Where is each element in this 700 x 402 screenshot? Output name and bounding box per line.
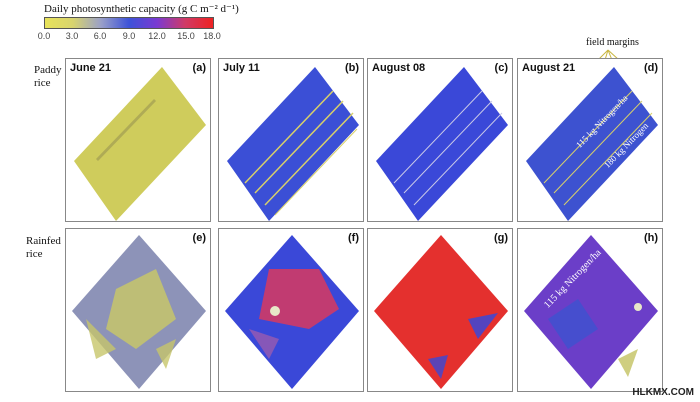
panel-b: July 11 (b) xyxy=(218,58,364,222)
colorbar-segment xyxy=(45,18,73,28)
panel-letter: (e) xyxy=(192,232,206,244)
colorbar-ticks: 0.0 3.0 6.0 9.0 12.0 15.0 18.0 xyxy=(36,31,226,43)
colorbar-tick-label: 3.0 xyxy=(65,31,79,41)
panel-d: August 21 (d) 115 kg Nitrogen/ha 180 kg … xyxy=(517,58,663,222)
field-map-rainfed-july xyxy=(225,235,359,389)
field-map-paddy-aug21 xyxy=(526,67,658,221)
colorbar-tick-label: 18.0 xyxy=(203,31,221,41)
panel-h: (h) 115 kg Nitrogen/ha xyxy=(517,228,663,392)
panel-g: (g) xyxy=(367,228,513,392)
colorbar-segment xyxy=(185,18,213,28)
panel-date: August 08 xyxy=(372,62,426,74)
colorbar-tick-label: 15.0 xyxy=(177,31,195,41)
panel-letter: (c) xyxy=(494,62,508,74)
field-map-rainfed-aug21 xyxy=(524,235,658,389)
field-margins-label: field margins xyxy=(586,37,639,48)
field-map-rainfed-june xyxy=(72,235,206,389)
panel-letter: (d) xyxy=(643,62,658,74)
field-map-paddy-june xyxy=(74,67,206,221)
panel-letter: (f) xyxy=(348,232,359,244)
colorbar-tick-label: 0.0 xyxy=(37,31,51,41)
field-map-rainfed-aug08 xyxy=(374,235,508,389)
row-label-rainfed: Rainfed rice xyxy=(26,235,61,260)
colorbar-tick-label: 9.0 xyxy=(122,31,136,41)
colorbar-segment xyxy=(129,18,157,28)
panel-letter: (g) xyxy=(493,232,508,244)
colorbar-segment xyxy=(157,18,185,28)
panel-letter: (h) xyxy=(643,232,658,244)
watermark: HLKMX.COM xyxy=(632,387,694,398)
panel-letter: (a) xyxy=(192,62,206,74)
panel-date: August 21 xyxy=(522,62,576,74)
colorbar-segment xyxy=(73,18,101,28)
panel-c: August 08 (c) xyxy=(367,58,513,222)
panel-e: (e) xyxy=(65,228,211,392)
colorbar-tick-label: 12.0 xyxy=(148,31,166,41)
colorbar-title: Daily photosynthetic capacity (g C m⁻² d… xyxy=(44,3,239,15)
colorbar-segment xyxy=(101,18,129,28)
colorbar-tick-label: 6.0 xyxy=(93,31,107,41)
panel-a: June 21 (a) xyxy=(65,58,211,222)
panel-date: June 21 xyxy=(70,62,111,74)
panel-f: (f) xyxy=(218,228,364,392)
field-map-paddy-july xyxy=(227,67,359,221)
panel-letter: (b) xyxy=(344,62,359,74)
panel-date: July 11 xyxy=(223,62,260,74)
row-label-paddy: Paddy rice xyxy=(34,64,62,89)
field-map-paddy-aug08 xyxy=(376,67,508,221)
colorbar xyxy=(44,17,214,29)
